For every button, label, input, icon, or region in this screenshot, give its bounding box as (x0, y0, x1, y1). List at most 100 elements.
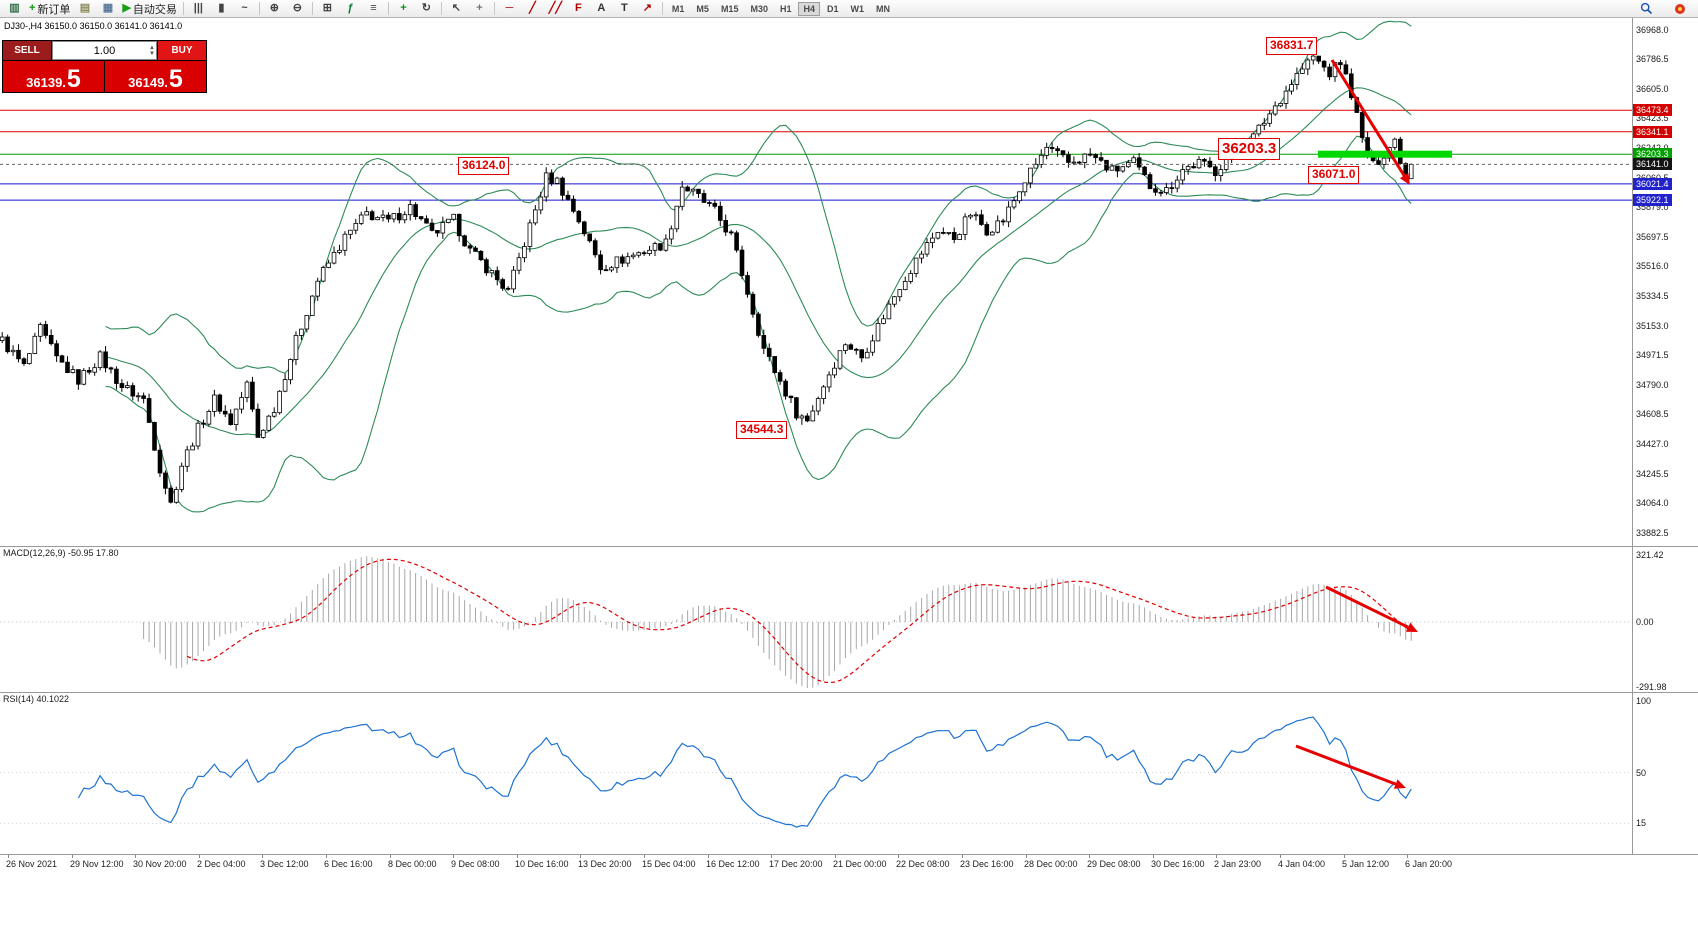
data-window-icon[interactable]: ▦ (102, 2, 114, 14)
profiles-icon[interactable]: ▤ (79, 2, 91, 14)
time-axis-label: 23 Dec 16:00 (960, 859, 1014, 869)
price-axis-badge: 35922.1 (1633, 194, 1672, 207)
auto-trading-icon[interactable]: ▶ 自动交易 (122, 2, 177, 16)
timeframe-m1[interactable]: M1 (671, 3, 685, 14)
time-axis-label: 10 Dec 16:00 (515, 859, 569, 869)
toolbar-separator (661, 2, 663, 15)
time-axis-tick (453, 855, 454, 858)
price-axis-label: 34427.0 (1636, 438, 1669, 449)
rsi-axis: 100 50 15 (1632, 693, 1698, 854)
indicators-icon[interactable]: ƒ (347, 2, 354, 14)
volume-stepper-arrows[interactable]: ▲ ▼ (149, 44, 155, 57)
crosshair-icon[interactable]: + (476, 2, 483, 14)
tile-windows-icon[interactable]: ⊞ (322, 2, 333, 14)
symbol-period: DJ30-,H4 (4, 21, 43, 31)
sell-button[interactable]: SELL (3, 41, 51, 60)
arrows-icon[interactable]: ↗ (642, 2, 653, 14)
macd-axis-label: 0.00 (1636, 617, 1654, 627)
zoom-in-icon[interactable]: ⊕ (269, 2, 280, 14)
price-axis-label: 34064.0 (1636, 498, 1669, 509)
price-flag[interactable]: 36203.3 (1218, 138, 1281, 160)
timeframe-h1[interactable]: H1 (779, 3, 792, 14)
price-axis-badge: 36203.3 (1633, 148, 1672, 161)
time-axis-tick (1344, 855, 1345, 858)
chart-ohlc-readout: DJ30-,H4 36150.0 36150.0 36141.0 36141.0 (4, 21, 182, 31)
timeframe-m5[interactable]: M5 (696, 3, 709, 14)
time-axis-tick (1216, 855, 1217, 858)
cursor-icon[interactable]: ↖ (451, 2, 462, 14)
time-axis[interactable]: 26 Nov 2021 29 Nov 12:00 30 Nov 20:00 2 Dec… (0, 855, 1698, 873)
toolbar-right-group (1635, 0, 1695, 18)
time-axis-label: 6 Dec 16:00 (324, 859, 373, 869)
time-axis-tick (771, 855, 772, 858)
time-axis-tick (898, 855, 899, 858)
macd-label: MACD(12,26,9) -50.95 17.80 (3, 548, 119, 558)
price-axis[interactable]: 36968.0 36786.5 36605.0 36423.5 36242.0 36060… (1632, 18, 1698, 546)
zoom-out-icon[interactable]: ⊖ (292, 2, 303, 14)
buy-button[interactable]: BUY (158, 41, 206, 60)
price-axis-badge: 36473.4 (1633, 104, 1672, 117)
buy-price-pips: 5 (168, 64, 183, 93)
add-indicator-icon[interactable]: + (400, 2, 407, 14)
time-axis-label: 21 Dec 00:00 (833, 859, 887, 869)
cycles-icon[interactable]: ↻ (421, 2, 432, 14)
price-flag[interactable]: 34544.3 (736, 421, 788, 439)
horizontal-line-icon[interactable]: ─ (505, 2, 514, 14)
new-order-icon[interactable]: + 新订单 (29, 2, 71, 16)
toolbar-separator (493, 2, 495, 15)
time-axis-label: 15 Dec 04:00 (642, 859, 696, 869)
price-flag[interactable]: 36831.7 (1266, 37, 1318, 55)
rsi-panel: RSI(14) 40.1022 100 50 15 (0, 693, 1698, 855)
new-order-label: 新订单 (37, 3, 71, 16)
time-axis-label: 2 Dec 04:00 (197, 859, 246, 869)
price-axis-label: 36605.0 (1636, 83, 1669, 94)
time-axis-label: 29 Dec 08:00 (1087, 859, 1141, 869)
time-axis-tick (135, 855, 136, 858)
time-axis-label: 17 Dec 20:00 (769, 859, 823, 869)
macd-axis: 321.42 0.00 -291.98 (1632, 547, 1698, 692)
search-icon[interactable] (1635, 0, 1658, 18)
toolbar-separator (258, 2, 260, 15)
timeframe-m15[interactable]: M15 (720, 3, 739, 14)
fibonacci-icon[interactable]: F (575, 2, 582, 14)
rsi-axis-label: 50 (1636, 767, 1647, 778)
bar-chart-type-icon[interactable]: ||| (193, 2, 204, 14)
equidistant-channel-icon[interactable]: ╱╱ (548, 2, 563, 14)
toolbar-separator (311, 2, 313, 15)
time-axis-label: 2 Jan 23:00 (1214, 859, 1262, 869)
time-axis-tick (835, 855, 836, 858)
time-axis-label: 22 Dec 08:00 (896, 859, 950, 869)
candle-chart-type-icon[interactable]: ▮ (218, 2, 225, 14)
buy-price-display[interactable]: 36149. 5 (105, 61, 206, 92)
price-axis-label: 34608.5 (1636, 409, 1669, 420)
main-chart-plot[interactable]: DJ30-,H4 36150.0 36150.0 36141.0 36141.0… (0, 18, 1632, 546)
text-icon[interactable]: A (597, 2, 606, 14)
chart-window-icon[interactable]: ▥ (9, 2, 20, 14)
macd-chart (0, 556, 1632, 688)
time-axis-label: 13 Dec 20:00 (578, 859, 632, 869)
auto-trading-label: 自动交易 (132, 3, 177, 16)
time-axis-tick (72, 855, 73, 858)
trendline-icon[interactable]: ╱ (529, 2, 536, 14)
time-axis-label: 16 Dec 12:00 (706, 859, 760, 869)
volume-input[interactable]: 1.00 ▲ ▼ (52, 41, 157, 60)
timeframe-h4[interactable]: H4 (798, 1, 820, 16)
sell-price-display[interactable]: 36139. 5 (3, 61, 104, 92)
text-label-icon[interactable]: T (621, 2, 628, 14)
timeframe-mn[interactable]: MN (876, 3, 891, 14)
time-axis-tick (1280, 855, 1281, 858)
alerts-icon[interactable] (1668, 0, 1691, 18)
rsi-axis-label: 100 (1636, 696, 1652, 706)
timeframe-d1[interactable]: D1 (827, 3, 839, 14)
timeframe-w1[interactable]: W1 (850, 3, 865, 14)
one-click-trade-panel: SELL 1.00 ▲ ▼ BUY 36139. 5 36149. 5 (2, 40, 207, 93)
sell-price-pips: 5 (66, 64, 81, 93)
price-flag[interactable]: 36124.0 (458, 157, 510, 175)
objects-list-icon[interactable]: ≡ (370, 2, 377, 14)
price-axis-label: 36423.5 (1636, 113, 1669, 124)
timeframe-m30[interactable]: M30 (750, 3, 768, 14)
buy-price-int: 36149. (128, 74, 168, 90)
time-axis-tick (1153, 855, 1154, 858)
price-flag[interactable]: 36071.0 (1308, 166, 1360, 184)
line-chart-type-icon[interactable]: ~ (241, 2, 248, 14)
